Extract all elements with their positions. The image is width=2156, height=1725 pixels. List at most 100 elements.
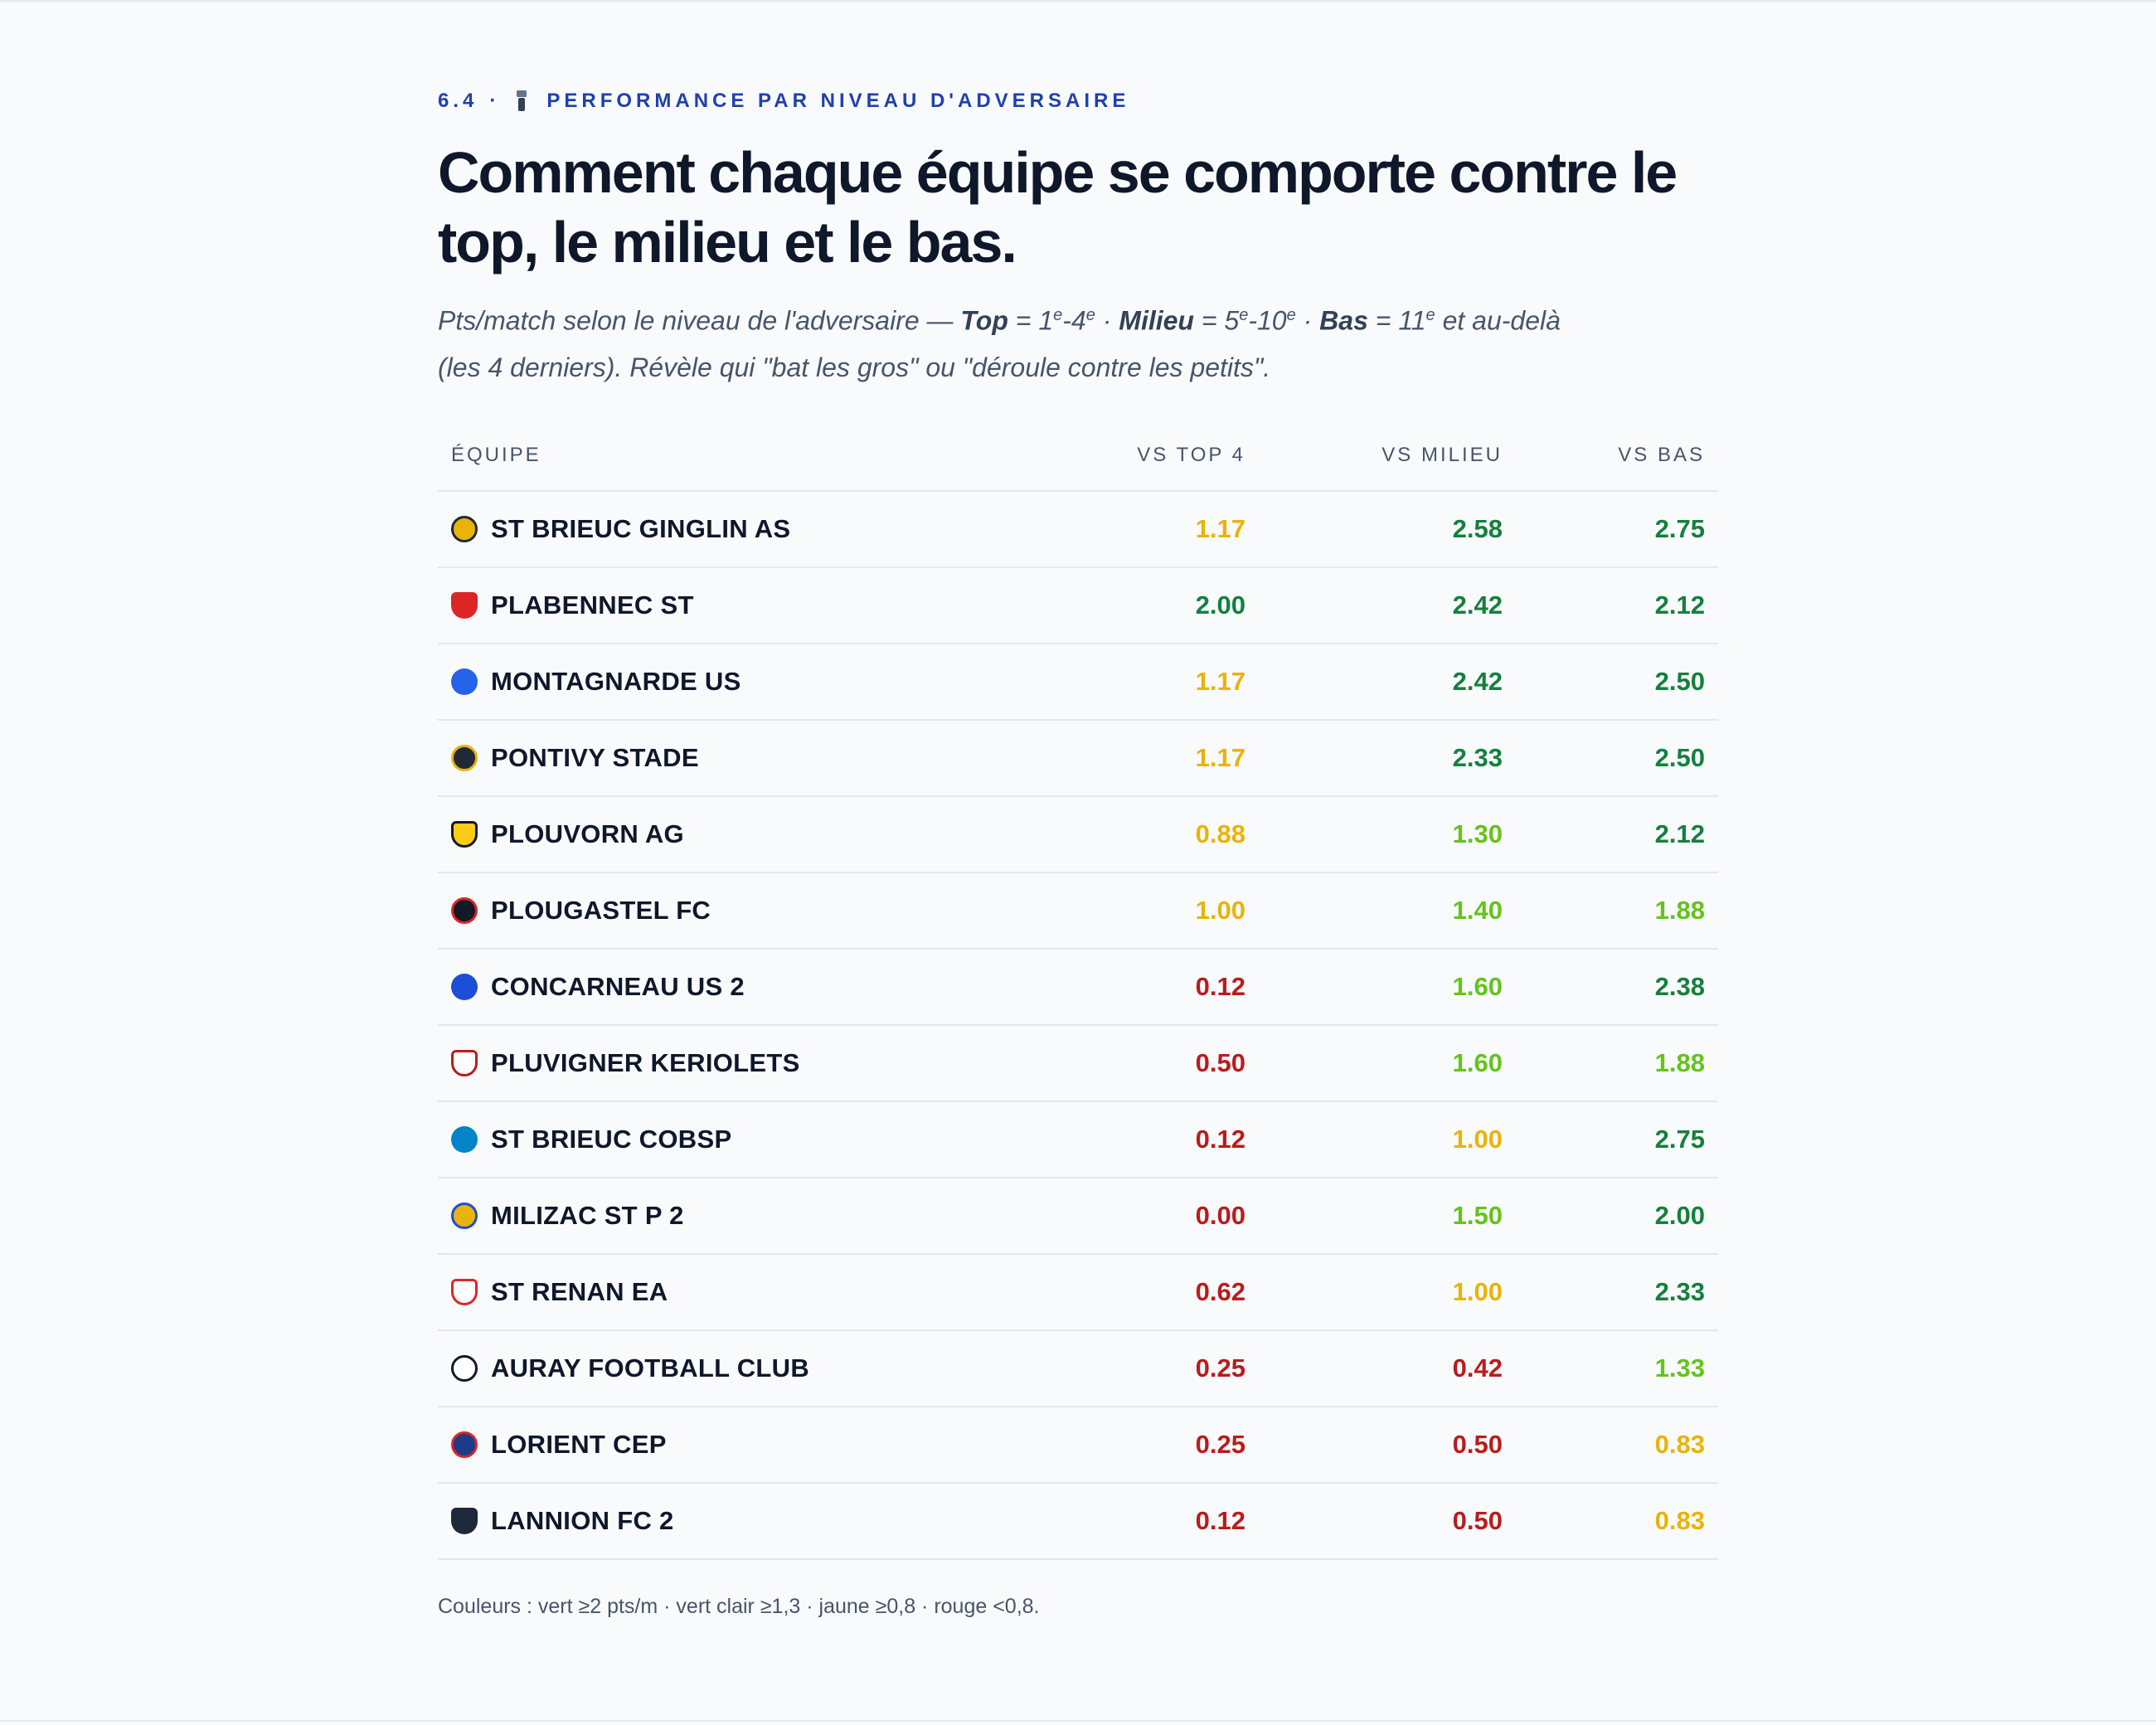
table-row: ST BRIEUC COBSP 0.12 1.00 2.75 xyxy=(438,1101,1718,1178)
vs-milieu-value: 0.42 xyxy=(1259,1329,1516,1407)
vs-milieu-value: 2.33 xyxy=(1259,719,1516,797)
vs-milieu-value: 1.00 xyxy=(1259,1253,1516,1331)
lannion-crest-icon xyxy=(451,1507,478,1534)
team-cell: MONTAGNARDE US xyxy=(438,643,997,721)
vs-milieu-value: 1.40 xyxy=(1259,872,1516,950)
table-row: MILIZAC ST P 2 0.00 1.50 2.00 xyxy=(438,1177,1718,1255)
color-legend-footnote: Couleurs : vert ≥2 pts/m · vert clair ≥1… xyxy=(438,1594,1040,1618)
subtitle-mid-label: Milieu xyxy=(1119,305,1194,336)
team-cell: LORIENT CEP xyxy=(438,1406,997,1484)
vs-top-value: 0.12 xyxy=(997,1482,1259,1560)
montagnarde-crest-icon xyxy=(451,668,478,695)
team-name: PLUVIGNER KERIOLETS xyxy=(491,1047,800,1077)
cobsp-crest-icon xyxy=(451,1125,478,1153)
auray-crest-icon xyxy=(451,1354,478,1382)
team-name: PLABENNEC ST xyxy=(491,590,694,620)
pontivy-crest-icon xyxy=(451,744,478,771)
vs-bas-value: 1.88 xyxy=(1516,872,1718,950)
vs-bas-value: 2.12 xyxy=(1516,566,1718,644)
vs-milieu-value: 1.60 xyxy=(1259,948,1516,1026)
vs-milieu-value: 1.50 xyxy=(1259,1177,1516,1255)
vs-milieu-value: 2.42 xyxy=(1259,643,1516,721)
vs-top-value: 0.88 xyxy=(997,795,1259,873)
team-name: MONTAGNARDE US xyxy=(491,666,741,696)
st-renan-crest-icon xyxy=(451,1278,478,1305)
subtitle-sup: e xyxy=(1286,306,1296,324)
table-row: PLOUVORN AG 0.88 1.30 2.12 xyxy=(438,795,1718,873)
table-row: PLOUGASTEL FC 1.00 1.40 1.88 xyxy=(438,872,1718,950)
table-row: CONCARNEAU US 2 0.12 1.60 2.38 xyxy=(438,948,1718,1026)
performance-table: ÉQUIPE VS TOP 4 VS MILIEU VS BAS ST BRIE… xyxy=(438,420,1718,1560)
team-name: PONTIVY STADE xyxy=(491,742,699,772)
vs-milieu-value: 1.30 xyxy=(1259,795,1516,873)
milizac-crest-icon xyxy=(451,1202,478,1229)
subtitle-sup: e xyxy=(1053,306,1063,324)
subtitle-text: -10 xyxy=(1248,305,1287,336)
team-cell: MILIZAC ST P 2 xyxy=(438,1177,997,1255)
header-vs-bas: VS BAS xyxy=(1516,420,1718,492)
vs-milieu-value: 1.00 xyxy=(1259,1101,1516,1178)
medal-icon xyxy=(515,90,528,112)
table-header-row: ÉQUIPE VS TOP 4 VS MILIEU VS BAS xyxy=(438,420,1718,492)
header-team: ÉQUIPE xyxy=(438,420,997,492)
table-row: AURAY FOOTBALL CLUB 0.25 0.42 1.33 xyxy=(438,1329,1718,1407)
team-cell: ST BRIEUC COBSP xyxy=(438,1101,997,1178)
section-content: 6.4 · PERFORMANCE PAR NIVEAU D'ADVERSAIR… xyxy=(438,81,1718,1619)
vs-bas-value: 1.88 xyxy=(1516,1024,1718,1102)
vs-top-value: 1.17 xyxy=(997,490,1259,568)
section-number: 6.4 xyxy=(438,90,478,112)
top-divider xyxy=(0,0,2156,2)
vs-bas-value: 2.38 xyxy=(1516,948,1718,1026)
ginglin-crest-icon xyxy=(451,515,478,542)
team-cell: PLOUVORN AG xyxy=(438,795,997,873)
vs-top-value: 1.17 xyxy=(997,643,1259,721)
plougastel-crest-icon xyxy=(451,897,478,924)
team-name: MILIZAC ST P 2 xyxy=(491,1200,684,1230)
team-cell: PLUVIGNER KERIOLETS xyxy=(438,1024,997,1102)
team-cell: PLOUGASTEL FC xyxy=(438,872,997,950)
section-eyebrow: 6.4 · PERFORMANCE PAR NIVEAU D'ADVERSAIR… xyxy=(438,81,1718,121)
section-subtitle: Pts/match selon le niveau de l'adversair… xyxy=(438,292,1599,391)
team-cell: PLABENNEC ST xyxy=(438,566,997,644)
team-cell: CONCARNEAU US 2 xyxy=(438,948,997,1026)
concarneau-crest-icon xyxy=(451,973,478,1000)
table-row: ST RENAN EA 0.62 1.00 2.33 xyxy=(438,1253,1718,1331)
vs-bas-value: 2.50 xyxy=(1516,719,1718,797)
subtitle-text: Pts/match selon le niveau de l'adversair… xyxy=(438,305,961,336)
eyebrow-label: PERFORMANCE PAR NIVEAU D'ADVERSAIRE xyxy=(546,90,1130,112)
team-cell: ST RENAN EA xyxy=(438,1253,997,1331)
subtitle-sup: e xyxy=(1425,306,1435,324)
table-row: ST BRIEUC GINGLIN AS 1.17 2.58 2.75 xyxy=(438,490,1718,568)
subtitle-text: = 11 xyxy=(1367,305,1426,336)
vs-bas-value: 2.12 xyxy=(1516,795,1718,873)
vs-top-value: 0.00 xyxy=(997,1177,1259,1255)
team-name: LORIENT CEP xyxy=(491,1429,667,1459)
eyebrow-separator: · xyxy=(489,90,501,112)
vs-bas-value: 2.50 xyxy=(1516,643,1718,721)
team-name: CONCARNEAU US 2 xyxy=(491,971,745,1001)
subtitle-text: et au-delà (les 4 derniers). Révèle qui … xyxy=(438,305,1561,382)
vs-bas-value: 2.33 xyxy=(1516,1253,1718,1331)
vs-milieu-value: 0.50 xyxy=(1259,1406,1516,1484)
subtitle-top-label: Top xyxy=(960,305,1008,336)
table-row: PONTIVY STADE 1.17 2.33 2.50 xyxy=(438,719,1718,797)
subtitle-sup: e xyxy=(1085,306,1095,324)
subtitle-text: = 1 xyxy=(1008,305,1054,336)
section-title: Comment chaque équipe se comporte contre… xyxy=(438,140,1678,275)
header-vs-milieu: VS MILIEU xyxy=(1259,420,1516,492)
team-name: LANNION FC 2 xyxy=(491,1505,674,1535)
vs-milieu-value: 0.50 xyxy=(1259,1482,1516,1560)
table-row: PLABENNEC ST 2.00 2.42 2.12 xyxy=(438,566,1718,644)
vs-bas-value: 0.83 xyxy=(1516,1482,1718,1560)
vs-bas-value: 1.33 xyxy=(1516,1329,1718,1407)
table-body: ST BRIEUC GINGLIN AS 1.17 2.58 2.75 PLABENNE… xyxy=(438,490,1718,1560)
team-name: ST BRIEUC COBSP xyxy=(491,1124,732,1154)
plabennec-crest-icon xyxy=(451,591,478,619)
bottom-divider xyxy=(0,1720,2156,1722)
subtitle-text: -4 xyxy=(1062,305,1086,336)
vs-bas-value: 2.75 xyxy=(1516,490,1718,568)
team-name: PLOUVORN AG xyxy=(491,819,684,848)
subtitle-text: = 5 xyxy=(1193,305,1240,336)
vs-top-value: 1.00 xyxy=(997,872,1259,950)
team-name: ST RENAN EA xyxy=(491,1276,668,1306)
